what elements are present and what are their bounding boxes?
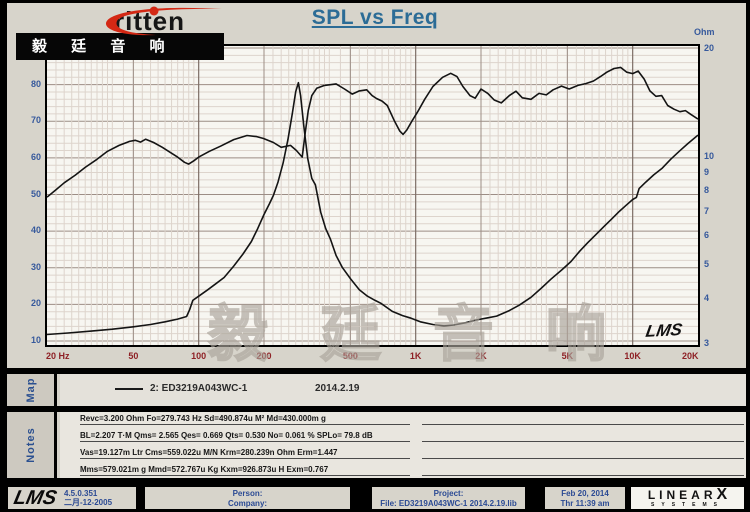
page-title: SPL vs Freq <box>311 6 439 29</box>
y-right-tick-label: 10 <box>704 150 715 161</box>
x-tick-label: 5K <box>561 351 574 361</box>
map-section-label: Map <box>24 377 37 403</box>
y-left-tick-label: 70 <box>30 115 41 126</box>
notes-line: BL=2.207 T·M Qms= 2.565 Qes= 0.669 Qts= … <box>80 431 410 442</box>
project-file-cell: Project: File: ED3219A043WC-1 2014.2.19.… <box>372 487 525 509</box>
notes-parameters-area: Revc=3.200 Ohm Fo=279.743 Hz Sd=490.874u… <box>60 412 746 478</box>
lms-build-date: 二月-12-2005 <box>64 498 113 507</box>
file-label: File: ED3219A043WC-1 2014.2.19.lib <box>380 499 517 508</box>
y-right-tick-label: 6 <box>704 230 710 241</box>
status-bar: LMS 4.5.0.351 二月-12-2005 Person: Company… <box>0 483 750 512</box>
legend-curve-name: 2: ED3219A043WC-1 <box>150 383 248 394</box>
lms-version-cell: LMS 4.5.0.351 二月-12-2005 <box>8 487 136 509</box>
x-tick-label: 1K <box>409 351 422 361</box>
linearx-systems: SYSTEMS <box>651 502 724 508</box>
spl-curve <box>47 66 698 198</box>
notes-section-label-cell: Notes <box>7 412 57 478</box>
notes-section-label: Notes <box>24 427 37 463</box>
y-left-tick-label: 40 <box>30 225 41 236</box>
report-time: Thr 11:39 am <box>560 499 610 508</box>
y-right-tick-label: 4 <box>704 293 710 304</box>
x-tick-label: 50 <box>128 351 139 361</box>
brand-chinese-name: 毅 廷 音 响 <box>16 33 224 60</box>
impedance-curve <box>47 81 698 336</box>
spl-vs-freq-plot <box>45 44 700 347</box>
lms-plot-signature: LMS <box>644 320 684 341</box>
divider <box>0 368 750 374</box>
y-right-tick-label: 20 <box>704 43 715 53</box>
y-right-tick-label: 9 <box>704 167 710 178</box>
x-tick-label: 10K <box>624 351 641 361</box>
y-left-tick-label: 10 <box>30 335 41 345</box>
x-tick-label: 20 Hz <box>46 351 70 361</box>
x-tick-label: 100 <box>191 351 207 361</box>
divider <box>0 406 750 412</box>
divider <box>0 478 750 483</box>
person-label: Person: <box>232 489 263 498</box>
legend-curve-swatch <box>115 388 143 390</box>
notes-line: Mms=579.021m g Mmd=572.767u Kg Kxm=926.8… <box>80 465 410 476</box>
datetime-cell: Feb 20, 2014 Thr 11:39 am <box>545 487 625 509</box>
report-date: Feb 20, 2014 <box>561 489 609 498</box>
y-right-tick-label: 5 <box>704 258 710 269</box>
person-company-cell: Person: Company: <box>145 487 350 509</box>
x-tick-label: 200 <box>256 351 272 361</box>
logo-swoosh-icon <box>105 6 222 36</box>
map-legend-area: 2: ED3219A043WC-1 2014.2.19 <box>60 374 746 406</box>
notes-rule <box>422 414 744 425</box>
y-right-tick-label: 7 <box>704 206 710 217</box>
x-tick-label: 2K <box>475 351 487 361</box>
plot-canvas <box>47 46 698 345</box>
lms-logo: LMS <box>11 487 59 509</box>
lms-version: 4.5.0.351 <box>64 489 98 498</box>
company-logo: ritten 毅 廷 音 响 <box>10 2 240 60</box>
y-left-tick-label: 20 <box>30 298 41 309</box>
legend-curve-date: 2014.2.19 <box>315 383 360 394</box>
y-left-tick-label: 30 <box>30 261 41 272</box>
notes-rule <box>422 465 744 476</box>
company-label: Company: <box>227 499 268 508</box>
y-left-tick-label: 60 <box>30 151 41 162</box>
x-tick-label: 500 <box>342 351 358 361</box>
y-left-tick-label: 80 <box>30 78 41 89</box>
notes-rule <box>422 448 744 459</box>
linearx-brand: LINEARX <box>631 486 744 503</box>
linearx-letters: LINEAR <box>647 488 717 502</box>
y-right-tick-label: 3 <box>704 338 710 348</box>
notes-line: Revc=3.200 Ohm Fo=279.743 Hz Sd=490.874u… <box>80 414 410 425</box>
project-label: Project: <box>433 489 464 498</box>
map-section-label-cell: Map <box>7 374 57 406</box>
notes-line: Vas=19.127m Ltr Cms=559.022u M/N Krm=280… <box>80 448 410 459</box>
y-left-tick-label: 50 <box>30 188 41 199</box>
linearx-x: X <box>716 486 728 503</box>
linearx-logo-cell: LINEARX SYSTEMS <box>631 487 744 509</box>
notes-rule <box>422 431 744 442</box>
right-axis-title: Ohm <box>694 27 715 37</box>
y-right-tick-label: 8 <box>704 185 710 196</box>
x-tick-label: 20K <box>682 351 699 361</box>
